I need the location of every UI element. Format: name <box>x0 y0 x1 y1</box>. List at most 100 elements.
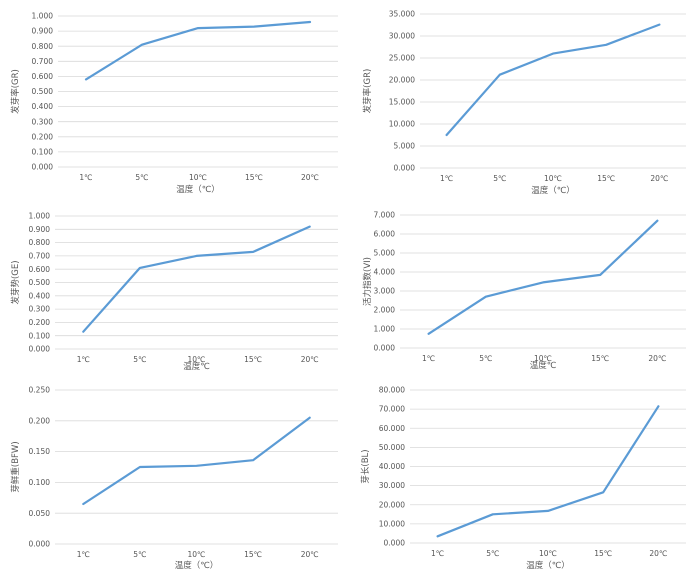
x-axis-title: 温度（℃） <box>175 560 219 571</box>
y-tick-label: 0.800 <box>29 238 51 247</box>
x-tick-label: 10℃ <box>539 549 557 558</box>
y-tick-label: 0.100 <box>32 148 54 157</box>
y-tick-label: 0.150 <box>29 447 51 456</box>
y-tick-label: 40.000 <box>379 462 405 471</box>
y-tick-label: 30.000 <box>379 481 405 490</box>
y-tick-label: 0.900 <box>29 225 51 234</box>
y-tick-label: 1.000 <box>374 325 396 334</box>
y-tick-label: 5.000 <box>394 142 416 151</box>
y-tick-label: 0.000 <box>374 344 396 353</box>
y-tick-label: 3.000 <box>374 287 396 296</box>
x-tick-label: 10℃ <box>544 174 562 183</box>
y-tick-label: 30.000 <box>389 32 415 41</box>
x-axis-title: 温度℃ <box>183 361 210 372</box>
x-tick-label: 1℃ <box>77 550 90 559</box>
y-tick-label: 10.000 <box>379 519 405 528</box>
y-tick-label: 5.000 <box>374 249 396 258</box>
y-axis-title: 发芽率(GR) <box>362 69 373 114</box>
x-tick-label: 20℃ <box>301 550 319 559</box>
series-line <box>445 23 661 137</box>
y-tick-label: 0.300 <box>29 305 51 314</box>
x-tick-label: 15℃ <box>244 355 262 364</box>
y-tick-label: 20.000 <box>379 500 405 509</box>
x-tick-label: 5℃ <box>493 174 506 183</box>
y-tick-label: 0.500 <box>29 278 51 287</box>
x-tick-label: 15℃ <box>245 173 263 182</box>
x-tick-label: 10℃ <box>188 355 206 364</box>
y-axis-title: 活力指数(VI) <box>362 257 373 306</box>
y-tick-label: 70.000 <box>379 405 405 414</box>
y-tick-label: 0.900 <box>32 27 54 36</box>
x-tick-label: 1℃ <box>440 174 453 183</box>
y-tick-label: 1.000 <box>29 212 51 221</box>
x-tick-label: 5℃ <box>133 550 146 559</box>
chart-5: 0.000 0.050 0.100 0.150 0.200 0.250 1℃ 5℃ 10℃ 15℃… <box>10 386 338 571</box>
y-tick-label: 6.000 <box>374 230 396 239</box>
y-tick-label: 0.000 <box>29 540 51 549</box>
y-tick-label: 4.000 <box>374 268 396 277</box>
y-axis-title: 芽鲜重(BFW) <box>10 441 21 492</box>
chart-6: 0.000 10.000 20.000 30.000 40.000 50.000 60.00… <box>360 386 686 571</box>
x-tick-label: 15℃ <box>594 549 612 558</box>
y-tick-label: 0.200 <box>32 132 54 141</box>
x-tick-label: 5℃ <box>479 354 492 363</box>
y-tick-label: 0.300 <box>32 117 54 126</box>
y-tick-label: 0.700 <box>29 252 51 261</box>
x-tick-label: 20℃ <box>649 549 667 558</box>
x-tick-label: 5℃ <box>135 173 148 182</box>
series-line <box>427 219 659 335</box>
x-axis-title: 温度℃ <box>530 360 557 371</box>
x-axis-title: 温度（℃） <box>176 184 220 195</box>
y-tick-label: 0.500 <box>32 87 54 96</box>
x-tick-label: 15℃ <box>597 174 615 183</box>
y-tick-label: 20.000 <box>389 76 415 85</box>
chart-4: 0.000 1.000 2.000 3.000 4.000 5.000 6.000 7.000… <box>362 211 686 371</box>
y-axis-title: 芽长(BL) <box>360 449 371 483</box>
y-tick-label: 2.000 <box>374 306 396 315</box>
y-tick-label: 0.700 <box>32 57 54 66</box>
series-line <box>82 225 311 333</box>
y-tick-label: 0.250 <box>29 386 51 395</box>
x-tick-label: 15℃ <box>244 550 262 559</box>
x-tick-label: 5℃ <box>486 549 499 558</box>
x-tick-label: 10℃ <box>189 173 207 182</box>
y-tick-label: 7.000 <box>374 211 396 220</box>
y-tick-label: 15.000 <box>389 98 415 107</box>
y-axis-title: 发芽率(GR) <box>10 69 21 114</box>
y-axis-title: 发芽势(GE) <box>10 260 21 304</box>
chart-2: 0.000 5.000 10.000 15.000 20.000 25.000 30.000… <box>362 10 686 196</box>
y-tick-label: 80.000 <box>379 386 405 395</box>
x-tick-label: 5℃ <box>133 355 146 364</box>
y-tick-label: 0.100 <box>29 331 51 340</box>
series-line <box>82 416 311 506</box>
y-tick-label: 0.000 <box>394 164 416 173</box>
chart-3: 0.000 0.100 0.200 0.300 0.400 0.500 0.600 0.700… <box>10 212 338 372</box>
x-tick-label: 10℃ <box>534 354 552 363</box>
x-tick-label: 15℃ <box>591 354 609 363</box>
y-tick-label: 50.000 <box>379 443 405 452</box>
y-tick-label: 25.000 <box>389 54 415 63</box>
chart-1: 0.000 0.100 0.200 0.300 0.400 0.500 0.600 0.700… <box>10 12 338 195</box>
x-tick-label: 10℃ <box>188 550 206 559</box>
y-tick-label: 0.600 <box>32 72 54 81</box>
y-tick-label: 0.400 <box>29 291 51 300</box>
y-tick-label: 0.000 <box>384 539 406 548</box>
x-tick-label: 1℃ <box>79 173 92 182</box>
x-tick-label: 20℃ <box>650 174 668 183</box>
y-tick-label: 0.050 <box>29 509 51 518</box>
x-tick-label: 20℃ <box>301 355 319 364</box>
y-tick-label: 35.000 <box>389 10 415 19</box>
y-tick-label: 10.000 <box>389 120 415 129</box>
y-tick-label: 60.000 <box>379 424 405 433</box>
y-tick-label: 0.400 <box>32 102 54 111</box>
x-axis-title: 温度（℃） <box>531 185 575 196</box>
y-tick-label: 0.100 <box>29 478 51 487</box>
y-tick-label: 0.800 <box>32 42 54 51</box>
x-tick-label: 1℃ <box>431 549 444 558</box>
x-tick-label: 20℃ <box>301 173 319 182</box>
x-tick-label: 1℃ <box>422 354 435 363</box>
x-axis-title: 温度（℃） <box>526 560 570 571</box>
series-line <box>436 405 660 538</box>
y-tick-label: 0.000 <box>32 163 54 172</box>
